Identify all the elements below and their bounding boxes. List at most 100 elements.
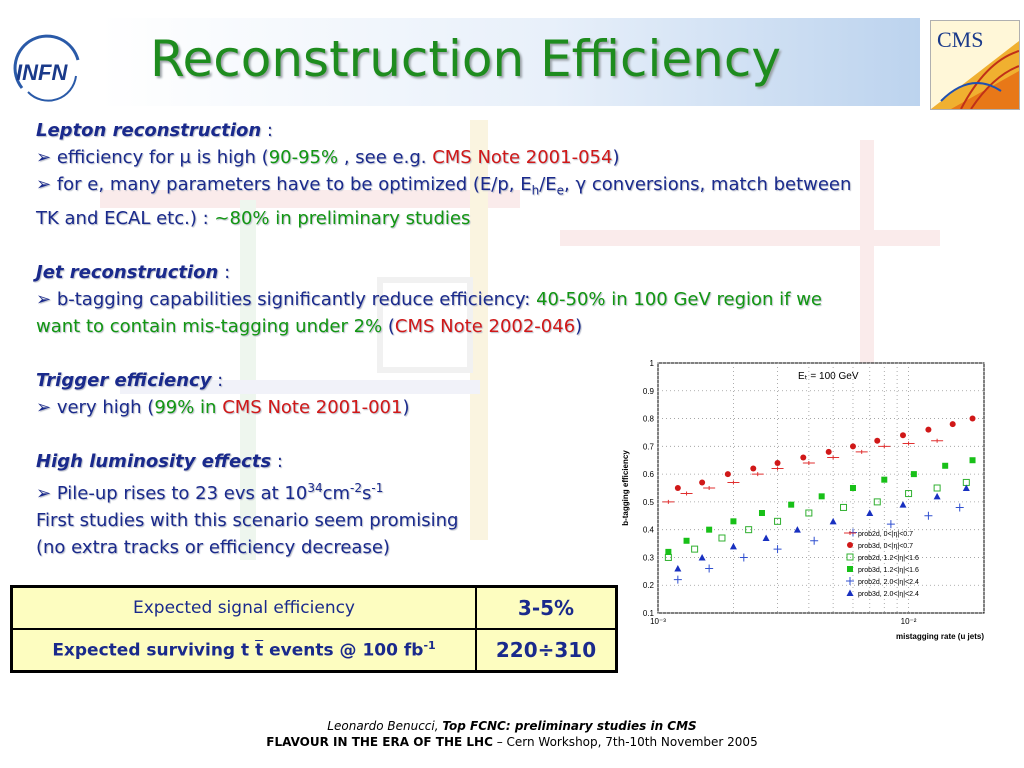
arrow-bullet-icon: ➢ — [36, 396, 52, 418]
data-point — [745, 526, 753, 534]
data-point — [774, 460, 781, 466]
data-point — [942, 462, 949, 469]
data-point — [673, 575, 682, 584]
data-point — [873, 498, 881, 506]
lumi-section-header: High luminosity effects : — [36, 450, 283, 472]
legend-marker — [847, 542, 853, 548]
data-point — [933, 492, 941, 500]
legend-marker — [846, 553, 854, 561]
arrow-bullet-icon: ➢ — [36, 288, 52, 310]
data-point — [703, 486, 716, 490]
data-point — [931, 438, 944, 443]
arrow-bullet-icon: ➢ — [36, 147, 52, 168]
arrow-bullet-icon: ➢ — [36, 482, 52, 504]
data-point — [810, 536, 819, 545]
y-tick-label: 0.6 — [643, 470, 655, 479]
y-tick-label: 0.3 — [643, 553, 655, 562]
lumi-line-2: First studies with this scenario seem pr… — [36, 509, 459, 531]
data-point — [739, 553, 748, 562]
data-point — [683, 537, 690, 544]
background-decoration — [100, 120, 940, 560]
data-point — [793, 526, 801, 533]
cms-logo: CMS — [930, 20, 1020, 110]
footer-talk: Top FCNC: preliminary studies in CMS — [442, 719, 697, 733]
jet-bullet-1: ➢ b-tagging capabilities significantly r… — [36, 288, 823, 310]
legend-label: prob3d, 0<|η|<0.7 — [858, 543, 913, 550]
data-point — [886, 520, 895, 529]
lumi-bullet-1: ➢ Pile-up rises to 23 evs at 1034cm-2s-1 — [36, 480, 384, 504]
data-point — [866, 509, 874, 516]
y-tick-label: 0.7 — [643, 442, 655, 451]
data-point — [751, 472, 764, 477]
data-point — [902, 441, 915, 446]
data-point — [665, 548, 672, 555]
legend-marker — [844, 531, 856, 535]
lepton-section-header: Lepton reconstruction : — [36, 120, 273, 141]
btag-efficiency-plot: 0.1 0.2 0.3 0.4 0.5 0.6 0.7 0.8 0.9 1 10⁻³ 10⁻² mist… — [621, 359, 985, 641]
y-tick-label: 0.4 — [643, 526, 655, 535]
data-point — [662, 499, 675, 504]
legend-label: prob2d, 1.2<|η|<1.6 — [858, 555, 919, 562]
data-point — [933, 484, 941, 492]
data-point — [750, 465, 757, 472]
summary-table: Expected signal efficiency 3-5% Expected… — [10, 585, 618, 673]
slide-content: Lepton reconstruction : ➢ efficiency for… — [36, 117, 996, 561]
signal-efficiency-value: 3-5% — [475, 585, 618, 630]
data-point — [899, 432, 906, 439]
table-row: Expected surviving t t events @ 100 fb-1… — [10, 628, 618, 673]
x-axis-label: mistagging rate (u jets) — [896, 632, 984, 641]
surviving-events-label: Expected surviving t t events @ 100 fb-1 — [10, 628, 477, 673]
data-point — [705, 564, 714, 573]
data-point — [827, 455, 840, 460]
data-point — [905, 490, 913, 498]
data-point — [910, 471, 917, 478]
trigger-section-header: Trigger efficiency : — [36, 369, 224, 391]
y-tick-label: 0.1 — [643, 609, 655, 618]
footer: Leonardo Benucci, Top FCNC: preliminary … — [0, 718, 1024, 750]
surviving-events-value: 220÷310 — [475, 628, 618, 673]
footer-venue: – Cern Workshop, 7th-10th November 2005 — [492, 735, 758, 749]
lepton-bullet-2: ➢ for e, many parameters have to be opti… — [36, 174, 852, 198]
data-point — [955, 503, 964, 512]
lepton-bullet-2-cont: TK and ECAL etc.) : ~80% in preliminary … — [36, 207, 471, 229]
data-point — [698, 553, 706, 561]
y-axis-label: b-tagging efficiency — [621, 450, 630, 526]
table-row: Expected signal efficiency 3-5% — [10, 585, 618, 630]
y-tick-label: 0.2 — [643, 581, 655, 590]
data-point — [771, 466, 784, 471]
data-point — [730, 518, 737, 525]
title-bar — [100, 18, 920, 106]
data-point — [878, 444, 891, 449]
jet-section-header: Jet reconstruction : — [36, 261, 231, 283]
data-point — [849, 485, 856, 491]
data-point — [925, 426, 932, 433]
data-point — [969, 415, 976, 422]
x-tick-label: 10⁻³ — [650, 617, 666, 626]
data-point — [758, 510, 765, 516]
data-point — [825, 448, 832, 455]
data-point — [881, 476, 888, 483]
data-point — [727, 480, 740, 485]
infn-logo-text: INFN — [16, 60, 68, 85]
data-point — [706, 526, 713, 533]
legend-label: prob2d, 0<|η|<0.7 — [858, 531, 913, 538]
data-point — [680, 491, 693, 496]
y-tick-label: 0.5 — [643, 498, 655, 507]
arrow-bullet-icon: ➢ — [36, 174, 52, 195]
lepton-bullet-1: ➢ efficiency for μ is high (90-95% , see… — [36, 147, 620, 168]
data-point — [729, 542, 737, 550]
data-point — [800, 454, 807, 461]
y-tick-label: 0.9 — [643, 387, 655, 396]
data-point — [724, 471, 731, 478]
energy-annotation: Eₜ = 100 GeV — [798, 371, 859, 382]
y-tick-label: 1 — [650, 359, 655, 368]
y-tick-label: 0.8 — [643, 415, 655, 424]
data-point — [773, 545, 782, 554]
data-point — [674, 565, 682, 572]
data-point — [805, 509, 813, 517]
page-title: Reconstruction Efficiency — [150, 30, 781, 88]
data-point — [691, 545, 699, 553]
legend-marker — [846, 577, 854, 585]
jet-bullet-1-cont: want to contain mis-tagging under 2% (CM… — [36, 315, 583, 337]
data-point — [718, 534, 726, 542]
